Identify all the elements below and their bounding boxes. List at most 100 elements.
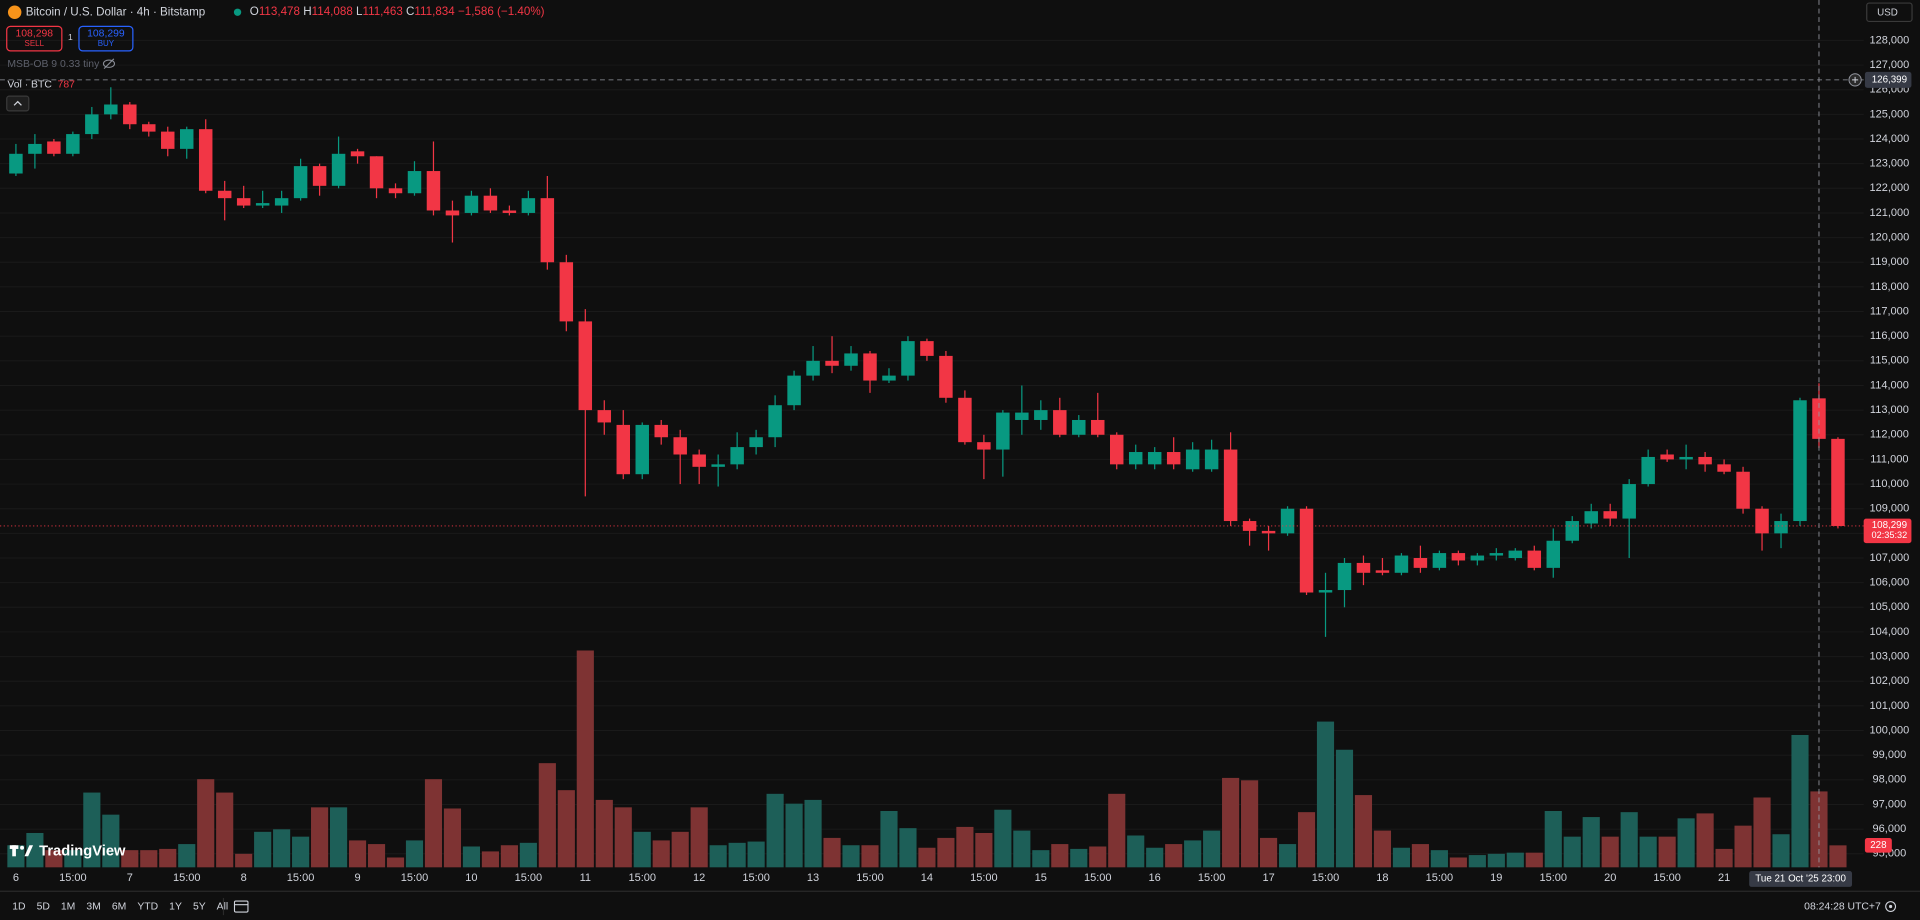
candle-body xyxy=(787,375,801,406)
candle-body xyxy=(1394,555,1409,573)
candle-body xyxy=(1793,400,1807,522)
x-tick-label: 15:00 xyxy=(401,872,429,884)
collapse-button[interactable] xyxy=(6,95,30,112)
candle-body xyxy=(1774,521,1788,534)
candle-body xyxy=(1470,555,1485,561)
symbol-title[interactable]: Bitcoin / U.S. Dollar · 4h · Bitstamp xyxy=(26,5,206,18)
y-tick-label: 117,000 xyxy=(1870,305,1909,317)
clock[interactable]: 08:24:28 UTC+7 xyxy=(1804,901,1881,912)
x-tick-label: 15:00 xyxy=(59,872,87,884)
volume-bar xyxy=(975,832,993,868)
timeframe-button[interactable]: 1Y xyxy=(169,901,182,912)
currency-button[interactable]: USD xyxy=(1866,2,1913,23)
volume-legend[interactable]: Vol · BTC xyxy=(7,79,52,90)
volume-bar xyxy=(235,853,253,868)
crosshair-price-box xyxy=(1864,71,1912,88)
plot xyxy=(7,87,1847,868)
y-tick-label: 124,000 xyxy=(1869,133,1909,145)
candle-body xyxy=(1641,456,1655,485)
volume-bar xyxy=(1032,850,1050,868)
candle-body xyxy=(1679,456,1693,460)
candle-body xyxy=(407,171,422,194)
candle-body xyxy=(825,360,839,366)
candle-body xyxy=(1034,410,1048,420)
y-tick-label: 115,000 xyxy=(1870,355,1909,367)
candle-body xyxy=(1128,452,1143,465)
candle-body xyxy=(331,153,346,186)
volume-bar xyxy=(1297,812,1316,868)
candle-body xyxy=(255,203,270,206)
hide-icon[interactable] xyxy=(102,58,116,69)
candle-body xyxy=(1451,553,1466,561)
volume-bar xyxy=(1639,836,1657,868)
timeframe-button[interactable]: 5Y xyxy=(193,901,206,912)
timeframe-button[interactable]: 1D xyxy=(12,901,26,912)
candle-body xyxy=(977,442,991,450)
candle-body xyxy=(1337,562,1352,591)
volume-bar xyxy=(1260,837,1278,868)
timeframe-button[interactable]: All xyxy=(217,901,229,912)
candle-body xyxy=(1736,471,1750,509)
volume-bar xyxy=(83,792,101,868)
x-tick-label: 15:00 xyxy=(1539,872,1567,884)
candle-body xyxy=(1318,590,1333,593)
volume-bar xyxy=(1696,813,1714,868)
candle-body xyxy=(1603,511,1617,519)
x-tick-label: 12 xyxy=(693,872,705,884)
volume-bar xyxy=(102,814,120,868)
candle-body xyxy=(1546,540,1560,568)
timeframe-button[interactable]: 3M xyxy=(86,901,100,912)
date-range-button[interactable] xyxy=(233,900,249,913)
volume-bar xyxy=(386,857,405,868)
y-tick-label: 118,000 xyxy=(1870,281,1909,293)
logo-text: TradingView xyxy=(39,843,126,859)
candle-body xyxy=(863,353,877,381)
timeframe-button[interactable]: 1M xyxy=(61,901,75,912)
buy-button[interactable]: 108,299 BUY xyxy=(78,25,134,52)
y-tick-label: 112,000 xyxy=(1870,429,1909,441)
candle-body xyxy=(768,405,782,438)
candle-body xyxy=(1091,419,1105,435)
last-price-label: 108,299 xyxy=(1872,520,1907,531)
y-tick-label: 113,000 xyxy=(1870,404,1909,416)
last-price-box xyxy=(1863,518,1912,544)
candle-body xyxy=(9,153,23,174)
settings-button[interactable] xyxy=(1885,901,1897,912)
y-tick-label: 122,000 xyxy=(1869,182,1909,194)
volume-bar xyxy=(1449,857,1467,868)
y-tick-label: 99,000 xyxy=(1873,749,1907,761)
sell-price: 108,298 xyxy=(15,28,53,39)
candle-body xyxy=(654,424,668,438)
y-tick-label: 96,000 xyxy=(1873,823,1907,835)
logo-mark xyxy=(20,845,24,850)
timeframe-button[interactable]: 6M xyxy=(112,901,126,912)
candle-body xyxy=(1166,452,1181,465)
timeframe-button[interactable]: 5D xyxy=(37,901,51,912)
candle-body xyxy=(1660,454,1674,460)
volume-bar xyxy=(311,807,329,868)
volume-bar xyxy=(709,845,727,868)
x-tick-label: 13 xyxy=(807,872,819,884)
volume-bar xyxy=(937,837,955,868)
timeframe-button[interactable]: YTD xyxy=(137,901,158,912)
sell-button[interactable]: 108,298 SELL xyxy=(6,25,63,52)
crosshair-time-box xyxy=(1749,870,1853,887)
y-tick-label: 105,000 xyxy=(1869,601,1909,613)
y-tick-label: 123,000 xyxy=(1869,158,1909,170)
candle-body xyxy=(901,341,915,376)
candle-body xyxy=(1375,570,1390,573)
spread: 1 xyxy=(68,32,73,42)
volume-bar xyxy=(348,840,367,868)
sell-frame xyxy=(6,25,63,52)
y-tick-label: 104,000 xyxy=(1869,626,1909,638)
indicator-legend[interactable]: MSB-OB 9 0.33 tiny xyxy=(7,59,100,70)
y-tick-label: 109,000 xyxy=(1869,503,1909,515)
collapse-chevron xyxy=(13,100,22,106)
x-tick-label: 7 xyxy=(127,872,133,884)
logo-mark xyxy=(24,845,34,857)
x-tick-label: 14 xyxy=(921,872,933,884)
volume-bar xyxy=(1525,852,1543,868)
volume-bar xyxy=(1810,791,1828,868)
x-tick-label: 19 xyxy=(1490,872,1502,884)
